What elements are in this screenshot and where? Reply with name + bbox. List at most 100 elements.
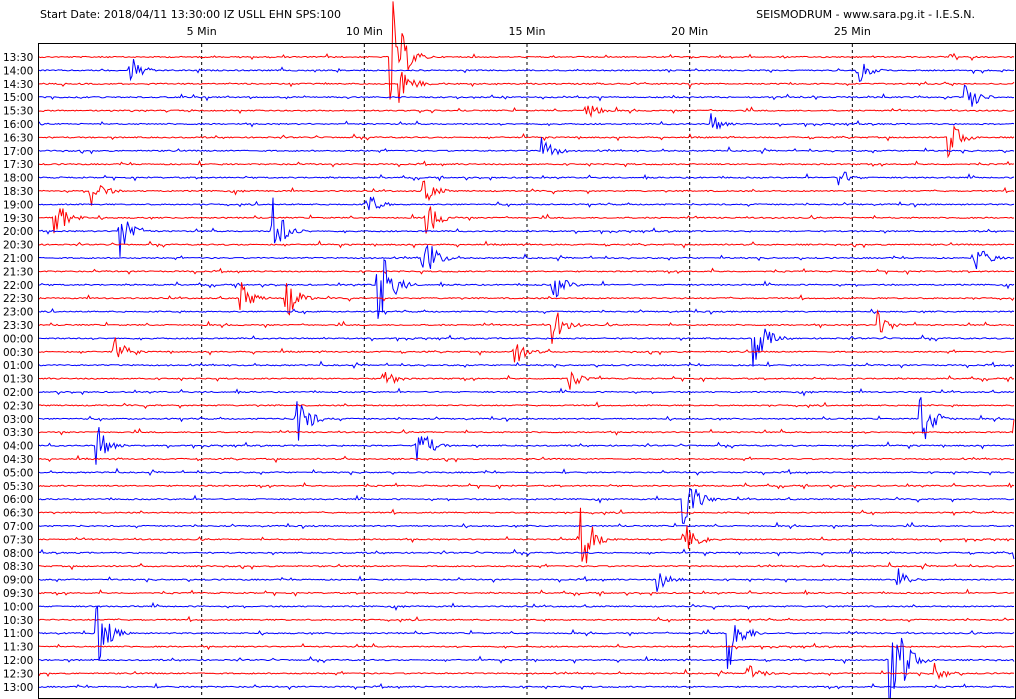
trace-row-41 (38, 601, 1015, 611)
trace-row-20 (38, 309, 1015, 344)
row-label-35: 07:00 (3, 521, 33, 533)
trace-row-32 (38, 481, 1015, 490)
trace-row-17 (38, 258, 1015, 319)
row-label-24: 01:30 (3, 374, 33, 386)
trace-row-7 (38, 137, 1015, 156)
trace-row-18 (38, 282, 1015, 316)
trace-row-29 (38, 427, 1015, 465)
row-label-12: 19:30 (3, 213, 33, 225)
trace-row-10 (38, 180, 1015, 206)
row-label-17: 22:00 (3, 280, 33, 292)
minute-label-4: 25 Min (834, 25, 871, 38)
row-label-25: 02:00 (3, 387, 33, 399)
row-label-15: 21:00 (3, 253, 33, 265)
trace-row-15 (38, 244, 1015, 270)
row-label-6: 16:30 (3, 132, 33, 144)
minute-grid (201, 44, 853, 698)
row-label-40: 09:30 (3, 588, 33, 600)
row-label-3: 15:00 (3, 92, 33, 104)
row-label-43: 11:00 (3, 628, 33, 640)
row-label-44: 11:30 (3, 642, 33, 654)
row-label-45: 12:00 (3, 655, 33, 667)
trace-row-46 (38, 662, 1015, 680)
row-label-42: 10:30 (3, 615, 33, 627)
trace-row-1 (38, 58, 1015, 82)
trace-row-44 (38, 642, 1015, 651)
row-label-28: 03:30 (3, 427, 33, 439)
trace-row-4 (38, 105, 1015, 118)
row-label-8: 17:30 (3, 159, 33, 171)
header-branding: SEISMODRUM - www.sara.pg.it - I.E.S.N. (756, 8, 975, 21)
row-label-4: 15:30 (3, 106, 33, 118)
row-label-18: 22:30 (3, 293, 33, 305)
row-label-41: 10:00 (3, 601, 33, 613)
trace-row-14 (38, 240, 1015, 249)
trace-row-11 (38, 196, 1015, 211)
trace-row-5 (38, 113, 1015, 130)
row-label-2: 14:30 (3, 79, 33, 91)
row-label-36: 07:30 (3, 534, 33, 546)
row-label-7: 17:00 (3, 146, 33, 158)
row-label-9: 18:00 (3, 173, 33, 185)
row-label-11: 19:00 (3, 199, 33, 211)
row-label-21: 00:00 (3, 333, 33, 345)
row-label-27: 03:00 (3, 414, 33, 426)
trace-row-16 (38, 267, 1014, 276)
trace-row-26 (38, 401, 1015, 409)
row-label-10: 18:30 (3, 186, 33, 198)
trace-row-21 (39, 328, 1015, 367)
row-label-32: 05:30 (3, 481, 33, 493)
row-label-38: 08:30 (3, 561, 33, 573)
trace-row-38 (38, 561, 1015, 571)
trace-row-36 (38, 507, 1015, 564)
row-label-13: 20:00 (3, 226, 33, 238)
row-label-5: 16:00 (3, 119, 33, 131)
trace-row-37 (38, 548, 1015, 560)
row-label-30: 04:30 (3, 454, 33, 466)
trace-row-43 (38, 605, 1015, 669)
trace-row-0 (38, 1, 1015, 100)
trace-row-42 (38, 615, 1015, 624)
minute-label-3: 20 Min (671, 25, 708, 38)
minute-label-2: 15 Min (508, 25, 545, 38)
minute-label-0: 5 Min (187, 25, 217, 38)
row-label-29: 04:00 (3, 441, 33, 453)
header-start-date: Start Date: 2018/04/11 13:30:00 IZ USLL … (40, 8, 341, 21)
trace-row-31 (38, 467, 1015, 477)
trace-row-23 (38, 360, 1015, 369)
trace-row-19 (38, 307, 1015, 316)
row-label-33: 06:00 (3, 494, 33, 506)
row-label-39: 09:00 (3, 575, 33, 587)
trace-row-28 (38, 419, 1015, 436)
row-label-0: 13:30 (3, 52, 33, 64)
trace-row-33 (38, 488, 1015, 525)
row-label-46: 12:30 (3, 668, 33, 680)
row-label-37: 08:00 (3, 548, 33, 560)
trace-row-34 (38, 508, 1014, 517)
trace-row-30 (38, 454, 1015, 464)
minute-label-1: 10 Min (346, 25, 383, 38)
trace-row-13 (38, 197, 1015, 257)
trace-row-12 (38, 206, 1015, 234)
row-label-31: 05:00 (3, 467, 33, 479)
trace-row-24 (38, 371, 1015, 390)
seismic-traces (38, 1, 1015, 699)
trace-row-9 (38, 171, 1015, 186)
row-label-16: 21:30 (3, 266, 33, 278)
trace-row-25 (38, 387, 1015, 397)
trace-row-45 (38, 637, 1015, 699)
row-label-14: 20:30 (3, 240, 33, 252)
row-label-47: 13:00 (3, 682, 33, 694)
row-label-34: 06:30 (3, 508, 33, 520)
row-label-26: 02:30 (3, 400, 33, 412)
trace-row-47 (38, 682, 1015, 691)
row-label-23: 01:00 (3, 360, 33, 372)
row-label-19: 23:00 (3, 307, 33, 319)
trace-row-39 (38, 568, 1015, 592)
trace-row-8 (38, 160, 1015, 168)
row-label-22: 00:30 (3, 347, 33, 359)
trace-row-40 (38, 588, 1015, 597)
